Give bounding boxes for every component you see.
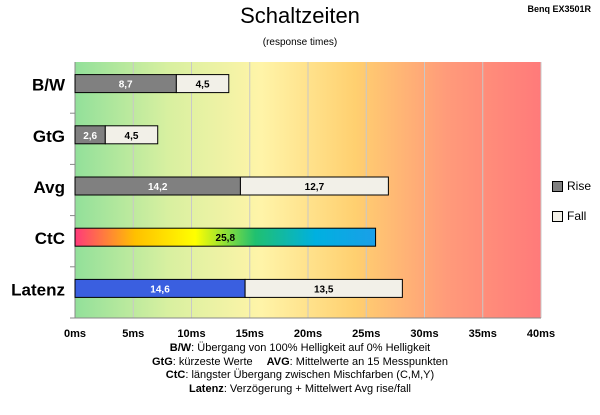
legend-label-rise: Rise (567, 179, 592, 193)
legend-swatch-rise (552, 180, 563, 192)
category-label: GtG (33, 127, 65, 146)
x-tick-label: 25ms (352, 328, 380, 340)
bar-fall (244, 278, 403, 298)
bar-fall (104, 125, 159, 145)
category-label: CtC (35, 229, 65, 248)
data-label: 8,7 (119, 80, 133, 91)
data-label: 13,5 (314, 284, 334, 295)
x-tick-labels: 0ms 5ms 10ms 15ms 20ms 25ms 30ms 35ms 40ms (64, 328, 555, 340)
bars-group: 8,7 4,5 2,6 4,5 14,2 12,7 25,8 14,6 13,5 (74, 74, 403, 298)
category-label: Latenz (11, 280, 65, 299)
data-label: 2,6 (83, 131, 97, 142)
data-label: 4,5 (125, 131, 139, 142)
x-tick-label: 15ms (236, 328, 264, 340)
x-tick-label: 10ms (177, 328, 205, 340)
x-tick-label: 30ms (410, 328, 438, 340)
bar-fall (175, 74, 230, 94)
chart-title: Schaltzeiten (240, 3, 360, 28)
x-tick-label: 40ms (527, 328, 555, 340)
note-line-latenz: Latenz: Verzögerung + Mittelwert Avg ris… (188, 382, 412, 395)
note-line-gtg: GtG: kürzeste Werte AVG: Mittelwerte an 1… (151, 355, 449, 368)
note-line-ctc: CtC: längster Übergang zwischen Mischfar… (165, 369, 435, 381)
notes: B/W: Übergang von 100% Helligkeit auf 0%… (0, 342, 600, 396)
x-tick-label: 0ms (64, 328, 86, 340)
legend-swatch-fall (552, 210, 563, 222)
legend: Rise Fall (552, 178, 600, 238)
chart-subtitle: (response times) (262, 37, 338, 48)
note-line-bw: B/W: Übergang von 100% Helligkeit auf 0%… (169, 342, 431, 354)
data-label: 25,8 (216, 233, 236, 244)
data-label: 4,5 (196, 80, 210, 91)
x-tick-label: 5ms (122, 328, 144, 340)
bar-rise (74, 227, 377, 247)
legend-item-rise: Rise (552, 178, 600, 194)
brand-label: Benq EX3501R (527, 4, 591, 14)
category-label: Avg (34, 178, 66, 197)
category-label: B/W (32, 76, 66, 95)
category-labels: B/W GtG Avg CtC Latenz (11, 76, 66, 300)
bar-fall (239, 176, 389, 196)
legend-label-fall: Fall (567, 209, 587, 223)
data-label: 12,7 (305, 182, 325, 193)
x-tick-label: 35ms (469, 328, 497, 340)
data-label: 14,6 (150, 284, 170, 295)
legend-item-fall: Fall (552, 208, 600, 224)
x-tick-label: 20ms (294, 328, 322, 340)
data-label: 14,2 (148, 182, 168, 193)
